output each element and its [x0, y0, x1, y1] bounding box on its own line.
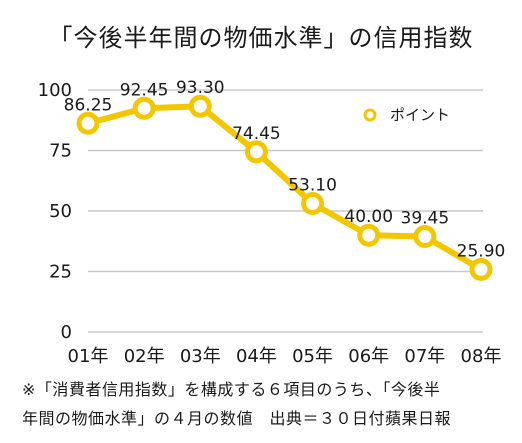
legend: ポイント: [363, 106, 450, 124]
data-point: [469, 257, 493, 281]
x-axis-ticks: 01年 02年 03年 04年 05年 06年 07年 08年: [68, 346, 502, 367]
data-label: 74.45: [232, 124, 281, 144]
x-tick-label: 06年: [348, 346, 389, 367]
x-tick-label: 07年: [404, 346, 445, 367]
footnote-line-1: ※「消費者信用指数」を構成する６項目のうち、「今後半: [22, 380, 441, 399]
data-label: 93.30: [176, 78, 225, 98]
data-point: [76, 111, 100, 135]
grid-lines: [88, 89, 483, 333]
x-tick-label: 04年: [236, 346, 277, 367]
x-tick-label: 08年: [461, 346, 502, 367]
data-labels: 86.25 92.45 93.30 74.45 53.10 40.00 39.45 25.90: [64, 78, 506, 261]
y-tick-label: 50: [49, 201, 72, 222]
data-point: [132, 96, 156, 120]
x-tick-label: 03年: [180, 346, 221, 367]
y-tick-label: 0: [61, 322, 72, 343]
x-tick-label: 05年: [292, 346, 333, 367]
x-tick-label: 01年: [68, 346, 109, 367]
data-label: 39.45: [401, 209, 450, 229]
data-point: [188, 94, 212, 118]
footnote-line-2: 年間の物価水準」の４月の数値 出典＝３０日付蘋果日報: [22, 409, 452, 428]
x-tick-label: 02年: [124, 346, 165, 367]
y-tick-label: 25: [49, 262, 72, 283]
legend-label: ポイント: [390, 106, 450, 124]
data-point: [301, 191, 325, 215]
data-point: [244, 140, 268, 164]
data-label: 53.10: [288, 175, 337, 195]
data-label: 25.90: [457, 241, 506, 261]
data-label: 92.45: [120, 80, 169, 100]
y-tick-label: 75: [49, 141, 72, 162]
y-tick-label: 100: [38, 80, 72, 101]
data-label: 86.25: [64, 95, 113, 115]
chart-title: 「今後半年間の物価水準」の信用指数: [48, 24, 474, 52]
data-label: 40.00: [344, 207, 393, 227]
data-point: [413, 225, 437, 249]
y-axis-ticks: 0 25 50 75 100: [38, 80, 72, 343]
data-point: [357, 223, 381, 247]
series-points: [76, 94, 493, 281]
legend-marker: [363, 108, 377, 122]
